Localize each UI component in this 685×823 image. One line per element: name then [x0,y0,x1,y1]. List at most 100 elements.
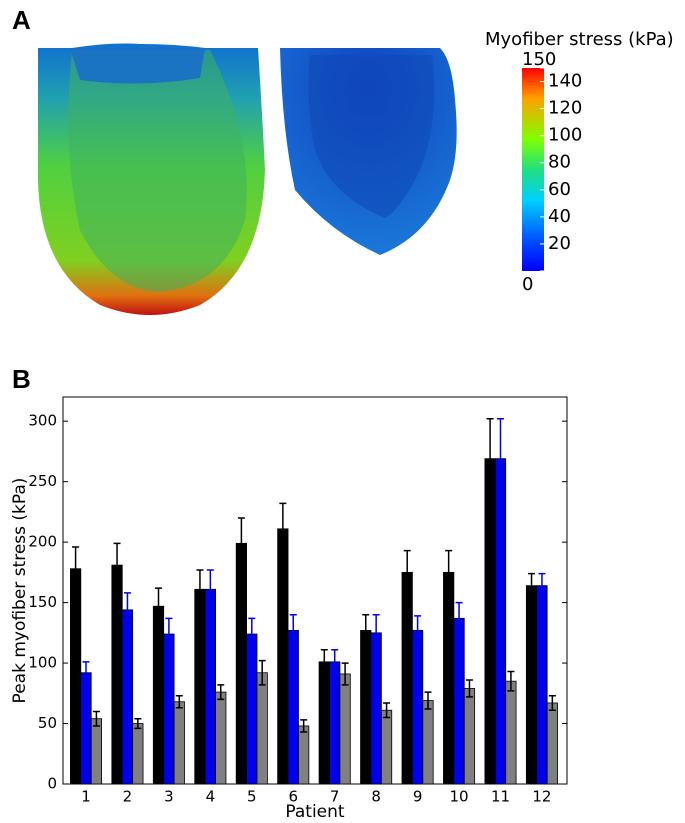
colorbar-tick-label: 20 [548,233,571,254]
colorbar-tick-label: 80 [548,152,571,173]
error-bar [175,694,183,709]
bar [422,700,434,785]
error-bar [341,662,349,686]
error-bar [465,679,473,698]
error-bar [528,572,536,599]
y-tick-label: 100 [28,654,57,672]
bar [152,605,165,785]
error-bar [507,670,515,692]
bar [215,691,227,785]
error-bar [486,418,494,500]
bar [111,564,123,785]
x-tick-label: 7 [330,788,340,806]
error-bar [92,710,100,727]
error-bar [414,615,422,646]
panel-label: B [12,364,31,394]
x-tick-label: 5 [247,788,257,806]
colorbar [522,68,544,271]
bar [80,672,92,785]
bar [484,458,496,785]
error-bar [403,549,411,595]
bar [277,528,289,785]
colorbar-title: Myofiber stress (kPa) [485,29,674,50]
bar [132,723,144,785]
bar [380,709,393,785]
x-tick-label: 8 [371,788,381,806]
bar [318,661,330,785]
bar [194,588,206,785]
bar [329,661,341,785]
bar [121,609,134,785]
bar [525,585,538,785]
error-bar [134,717,142,730]
x-tick-label: 4 [206,788,216,806]
error-bar [455,601,463,635]
error-bar [248,617,256,651]
bar [339,673,351,785]
heart-rendering [38,43,457,315]
error-bar [497,418,504,500]
error-bar [424,691,432,710]
bar [256,672,268,785]
bar [298,725,310,785]
bar [204,588,216,785]
y-tick-label: 200 [28,533,57,551]
error-bar [196,569,204,610]
colorbar-tick-label: 140 [548,71,582,92]
x-axis-label: Patient [285,802,345,822]
panel-label: A [12,5,31,35]
x-tick-label: 9 [413,788,423,806]
bar [246,633,258,785]
bar [370,632,382,785]
bar [536,585,548,785]
x-tick-label: 2 [123,788,133,806]
y-tick-label: 50 [38,714,57,732]
colorbar-tick-label: 120 [548,98,582,119]
error-bar [82,661,90,685]
y-tick-label: 0 [47,775,57,793]
error-bar [300,719,308,733]
bar [70,568,82,785]
bar [360,630,372,785]
error-bar [258,659,266,686]
error-bar [538,572,546,599]
error-bar [445,549,453,595]
x-tick-label: 3 [164,788,174,806]
error-bar [362,613,370,647]
plot-area [62,396,568,785]
bar [411,630,424,785]
error-bar [320,649,328,675]
bar [494,458,507,785]
colorbar-tick-label: 150 [522,49,556,70]
x-tick-label: 12 [532,788,551,806]
x-tick-label: 6 [288,788,298,806]
error-bar [72,546,80,592]
colorbar-tick-label: 40 [548,206,571,227]
bar [287,630,299,785]
y-axis-label: Peak myofiber stress (kPa) [10,478,30,704]
bar [463,688,476,785]
bar [546,702,558,785]
bar [453,617,465,785]
x-tick-label: 1 [81,788,91,806]
colorbar-tick-label: 100 [548,125,582,146]
y-tick-label: 300 [28,412,57,430]
error-bar [548,694,556,711]
error-bar [237,517,245,570]
y-tick-label: 150 [28,593,57,611]
x-tick-label: 10 [450,788,469,806]
colorbar-tick-label: 60 [548,179,571,200]
bar [401,571,413,785]
error-bar [279,502,287,555]
error-bar [123,592,131,628]
error-bar [206,569,214,610]
colorbar-tick-label: 0 [522,274,533,295]
error-bar [383,702,391,719]
error-bar [113,542,121,588]
bar [163,633,175,785]
error-bar [165,617,173,651]
error-bar [372,613,380,652]
bar [173,701,185,785]
bar [505,680,517,785]
bar [443,571,455,785]
